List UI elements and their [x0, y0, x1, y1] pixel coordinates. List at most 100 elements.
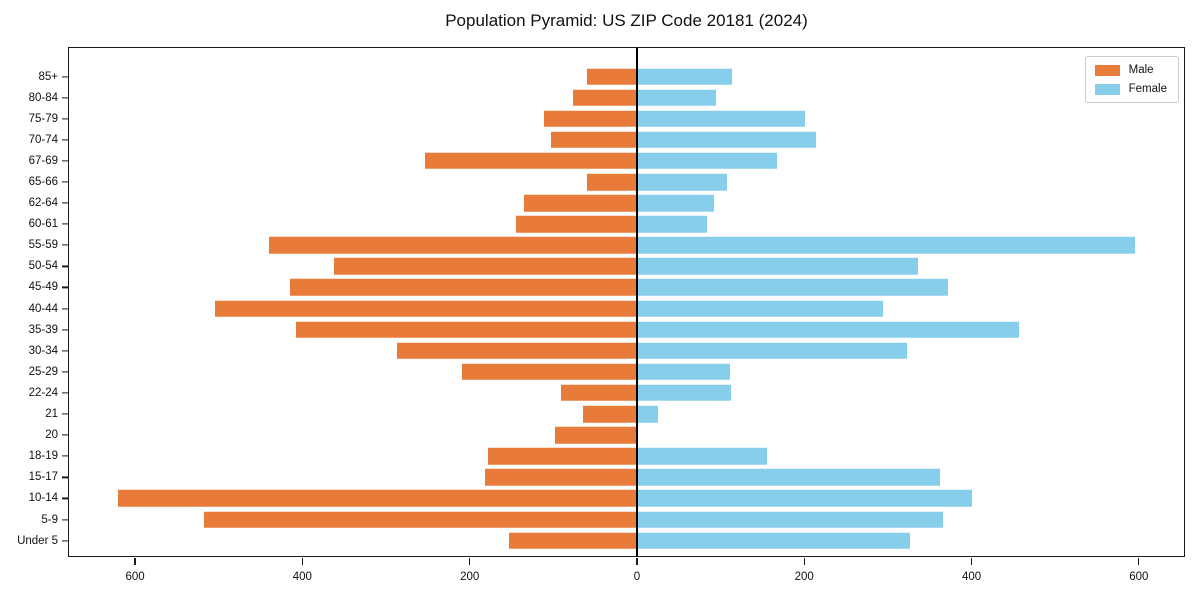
- age-row-70-74: 70-74: [29, 129, 1184, 150]
- female-bar: [636, 405, 658, 423]
- y-tick-mark: [62, 265, 68, 267]
- x-tick-mark: [134, 557, 136, 565]
- age-row-60-61: 60-61: [29, 214, 1184, 235]
- age-row-10-14: 10-14: [29, 488, 1184, 509]
- y-axis-label: 21: [45, 408, 58, 421]
- y-axis-label: 25-29: [28, 365, 58, 378]
- x-tick-label: 200: [460, 571, 480, 583]
- y-tick-mark: [62, 307, 68, 310]
- x-tick-label: 400: [292, 571, 312, 583]
- y-axis-label: 5-9: [41, 513, 58, 526]
- y-axis-label: 67-69: [28, 154, 58, 167]
- age-row-75-79: 75-79: [29, 108, 1184, 129]
- female-bar: [636, 173, 728, 191]
- rows: 85+ 80-84 75-79 70-74 67-69 65-66 62-64 60-61 55…: [17, 48, 1184, 556]
- male-bar: [484, 469, 637, 486]
- y-tick-mark: [62, 455, 68, 457]
- legend-entry-male: Male: [1094, 64, 1167, 76]
- female-bar: [636, 131, 816, 149]
- y-tick-mark: [62, 202, 68, 204]
- female-bar: [636, 237, 1135, 254]
- y-axis-label: 65-66: [28, 176, 58, 189]
- y-tick-mark: [62, 160, 68, 162]
- y-tick-mark: [62, 371, 68, 373]
- male-bar: [586, 68, 637, 85]
- female-bar: [636, 447, 767, 465]
- age-row-21: 21: [45, 404, 1184, 425]
- y-tick-mark: [62, 139, 68, 141]
- legend-label: Female: [1128, 83, 1167, 95]
- y-axis-label: 18-19: [28, 450, 58, 463]
- x-tick-mark: [803, 557, 805, 565]
- y-axis-label: 60-61: [28, 218, 58, 231]
- y-axis-label: 35-39: [28, 323, 58, 336]
- y-tick-mark: [62, 497, 68, 500]
- y-axis-label: 30-34: [28, 344, 58, 357]
- male-bar: [560, 384, 637, 402]
- y-axis-label: 62-64: [28, 197, 58, 210]
- y-tick-mark: [62, 181, 68, 183]
- y-tick-mark: [62, 97, 68, 99]
- y-axis-label: 20: [45, 429, 58, 442]
- age-row-62-64: 62-64: [29, 193, 1184, 214]
- female-bar: [636, 363, 730, 381]
- female-bar: [636, 532, 911, 549]
- y-axis-label: 50-54: [28, 260, 58, 273]
- male-bar: [544, 110, 637, 127]
- y-tick-mark: [62, 244, 68, 246]
- male-bar: [396, 342, 637, 360]
- male-bar: [509, 532, 637, 549]
- age-row-55-59: 55-59: [29, 235, 1184, 256]
- legend-female-swatch-icon: [1094, 83, 1120, 95]
- female-bar: [636, 194, 714, 212]
- x-tick-mark: [636, 557, 638, 565]
- male-bar: [524, 194, 637, 212]
- age-row-25-29: 25-29: [29, 361, 1184, 382]
- legend-label: Male: [1128, 64, 1154, 76]
- male-bar: [334, 258, 637, 275]
- male-bar: [573, 89, 637, 106]
- male-bar: [555, 426, 637, 444]
- female-bar: [636, 279, 949, 296]
- female-bar: [636, 469, 940, 486]
- y-tick-mark: [62, 476, 68, 478]
- male-bar: [550, 131, 637, 149]
- age-row-35-39: 35-39: [29, 319, 1184, 340]
- age-row-67-69: 67-69: [29, 150, 1184, 171]
- y-axis-label: 45-49: [28, 281, 58, 294]
- y-axis-label: 85+: [38, 70, 58, 83]
- x-tick-label: 0: [633, 571, 641, 583]
- x-tick-mark: [469, 557, 471, 565]
- y-tick-mark: [62, 434, 68, 436]
- male-bar: [583, 405, 637, 423]
- female-bar: [636, 89, 716, 106]
- male-bar: [515, 215, 637, 233]
- x-tick-mark: [970, 557, 973, 565]
- y-axis-label: 70-74: [28, 133, 58, 146]
- male-bar: [214, 300, 637, 317]
- x-tick-mark: [301, 557, 303, 565]
- female-bar: [636, 68, 733, 85]
- female-bar: [636, 110, 806, 127]
- male-bar: [289, 279, 637, 296]
- y-axis-label: 15-17: [28, 471, 58, 484]
- y-tick-mark: [62, 329, 68, 331]
- x-tick-label: 400: [961, 571, 982, 583]
- age-row-5-9: 5-9: [41, 509, 1184, 530]
- female-bar: [636, 490, 972, 507]
- y-tick-mark: [62, 518, 68, 521]
- age-row-80-84: 80-84: [29, 87, 1184, 108]
- y-axis-label: 75-79: [28, 112, 58, 125]
- female-bar: [636, 300, 883, 317]
- y-tick-mark: [62, 118, 68, 120]
- x-tick-label: 600: [125, 571, 145, 583]
- y-tick-mark: [62, 223, 68, 225]
- zero-axis-line: [636, 48, 638, 556]
- age-row-30-34: 30-34: [29, 340, 1184, 361]
- age-row-50-54: 50-54: [29, 256, 1184, 277]
- y-tick-mark: [62, 286, 68, 289]
- male-bar: [203, 511, 637, 528]
- male-bar: [118, 490, 637, 507]
- female-bar: [636, 342, 908, 360]
